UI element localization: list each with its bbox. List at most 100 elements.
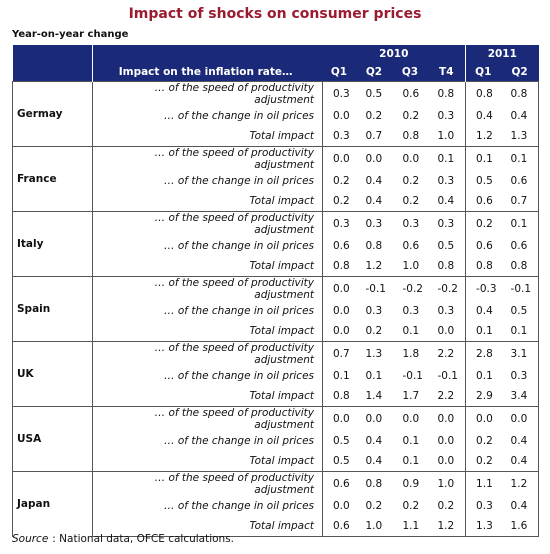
value-cell: 0.2 xyxy=(476,435,493,447)
country: UK xyxy=(12,341,93,407)
header-row: Impact on the inflation rate… Q1 Q2 Q3 T4 Q1 Q… xyxy=(12,63,539,82)
value-cell: 0.2 xyxy=(365,325,383,337)
value-cell: 1.2 xyxy=(427,516,467,537)
quarter-header: Q2 xyxy=(500,63,539,82)
value-cell: 0.6 xyxy=(476,195,493,207)
value-cell: 1.7 xyxy=(402,390,420,402)
value-cell: -0.2 xyxy=(392,276,428,301)
value-cell: 0.5 xyxy=(500,301,540,321)
value-cell: 0.1 xyxy=(427,146,467,171)
value-cell: 0.1 xyxy=(465,146,501,171)
value-cell: -0.1 xyxy=(427,366,467,386)
value-cell: -0.1 xyxy=(500,276,540,301)
value-cell: 2.2 xyxy=(427,386,467,407)
table-row: Total impact 0.3 0.7 0.8 1.0 1.2 1.3 xyxy=(13,126,540,147)
value-cell: 1.2 xyxy=(476,130,493,142)
country: Japan xyxy=(12,471,93,537)
value-cell: 3.1 xyxy=(500,341,540,366)
value-cell: 0.2 xyxy=(365,500,383,512)
table-row: Total impact 0.0 0.2 0.1 0.0 0.1 0.1 xyxy=(13,321,540,342)
row-label: … of the speed of productivity adjustmen… xyxy=(92,81,323,106)
value-cell: 0.0 xyxy=(333,325,350,337)
value-cell: 3.4 xyxy=(500,386,540,407)
value-cell: 0.0 xyxy=(427,321,467,342)
row-label: … of the speed of productivity adjustmen… xyxy=(92,146,323,171)
value-cell: -0.2 xyxy=(427,276,467,301)
row-label: Total impact xyxy=(92,126,323,147)
value-cell: 0.8 xyxy=(355,471,393,496)
value-cell: 0.8 xyxy=(365,240,383,252)
header-cell xyxy=(92,45,323,63)
value-cell: 1.2 xyxy=(500,471,540,496)
value-cell: 0.5 xyxy=(333,455,350,467)
value-cell: 0.8 xyxy=(427,256,467,277)
value-cell: 0.2 xyxy=(402,175,420,187)
source-label: Source xyxy=(12,533,49,545)
value-cell: 0.6 xyxy=(322,516,356,537)
value-cell: 1.3 xyxy=(500,126,540,147)
row-label: … of the change in oil prices xyxy=(92,171,323,191)
value-cell: 0.0 xyxy=(355,406,393,431)
value-cell: 1.1 xyxy=(465,471,501,496)
country: USA xyxy=(12,406,93,472)
header-cell xyxy=(12,45,93,63)
table-row: USA… of the speed of productivity adjust… xyxy=(12,406,540,472)
value-cell: 0.8 xyxy=(402,130,420,142)
value-cell: 0.0 xyxy=(427,406,467,431)
year-header: 2010 xyxy=(322,45,467,63)
value-cell: 0.5 xyxy=(333,435,350,447)
value-cell: 1.3 xyxy=(355,341,393,366)
value-cell: 0.6 xyxy=(322,471,356,496)
value-cell: 2.2 xyxy=(427,341,467,366)
table-row: Spain… of the speed of productivity adju… xyxy=(12,276,540,342)
row-label: Total impact xyxy=(92,386,323,407)
value-cell: 0.1 xyxy=(500,146,540,171)
value-cell: 0.1 xyxy=(476,325,493,337)
row-label: Total impact xyxy=(92,451,323,472)
value-cell: 1.0 xyxy=(402,260,420,272)
table-row: Italy… of the speed of productivity adju… xyxy=(12,211,540,277)
source-text: : National data, OFCE calculations. xyxy=(52,533,235,545)
value-cell: 0.0 xyxy=(322,406,356,431)
quarter-header: Q1 xyxy=(465,63,501,82)
value-cell: 0.1 xyxy=(333,370,350,382)
value-cell: 1.0 xyxy=(427,126,467,147)
value-cell: 0.8 xyxy=(333,260,350,272)
table-row: … of the change in oil prices 0.5 0.4 0.1 0.… xyxy=(13,431,540,451)
value-cell: 2.9 xyxy=(476,390,493,402)
value-cell: 0.1 xyxy=(402,325,420,337)
quarter-header: T4 xyxy=(427,63,467,82)
value-cell: 0.1 xyxy=(402,455,420,467)
row-label: … of the speed of productivity adjustmen… xyxy=(92,406,323,431)
value-cell: 0.6 xyxy=(500,236,540,256)
value-cell: 0.8 xyxy=(500,256,540,277)
row-label: Total impact xyxy=(92,191,323,212)
table-row: Japan… of the speed of productivity adju… xyxy=(12,471,540,537)
value-cell: 0.0 xyxy=(322,146,356,171)
value-cell: 0.2 xyxy=(402,500,420,512)
value-cell: 0.4 xyxy=(365,175,383,187)
value-cell: 0.2 xyxy=(333,195,350,207)
value-cell: 0.0 xyxy=(465,406,501,431)
quarter-header: Q2 xyxy=(355,63,393,82)
value-cell: 0.0 xyxy=(427,431,467,451)
quarter-header: Q1 xyxy=(322,63,356,82)
quarter-header: Q3 xyxy=(392,63,428,82)
value-cell: 0.8 xyxy=(427,81,467,106)
value-cell: 0.6 xyxy=(500,171,540,191)
value-cell: 0.3 xyxy=(333,130,350,142)
value-cell: 0.4 xyxy=(365,435,383,447)
row-label: Total impact xyxy=(92,256,323,277)
value-cell: 0.8 xyxy=(465,81,501,106)
value-cell: 1.4 xyxy=(365,390,383,402)
value-cell: 0.6 xyxy=(333,240,350,252)
title: Impact of shocks on consumer prices xyxy=(128,6,422,22)
table-row: … of the change in oil prices 0.0 0.2 0.2 0.… xyxy=(13,106,540,126)
value-cell: 0.3 xyxy=(402,305,420,317)
value-cell: 0.1 xyxy=(402,435,420,447)
value-cell: 0.4 xyxy=(476,305,493,317)
value-cell: -0.1 xyxy=(355,276,393,301)
value-cell: 0.3 xyxy=(427,301,467,321)
value-cell: -0.1 xyxy=(402,370,424,382)
